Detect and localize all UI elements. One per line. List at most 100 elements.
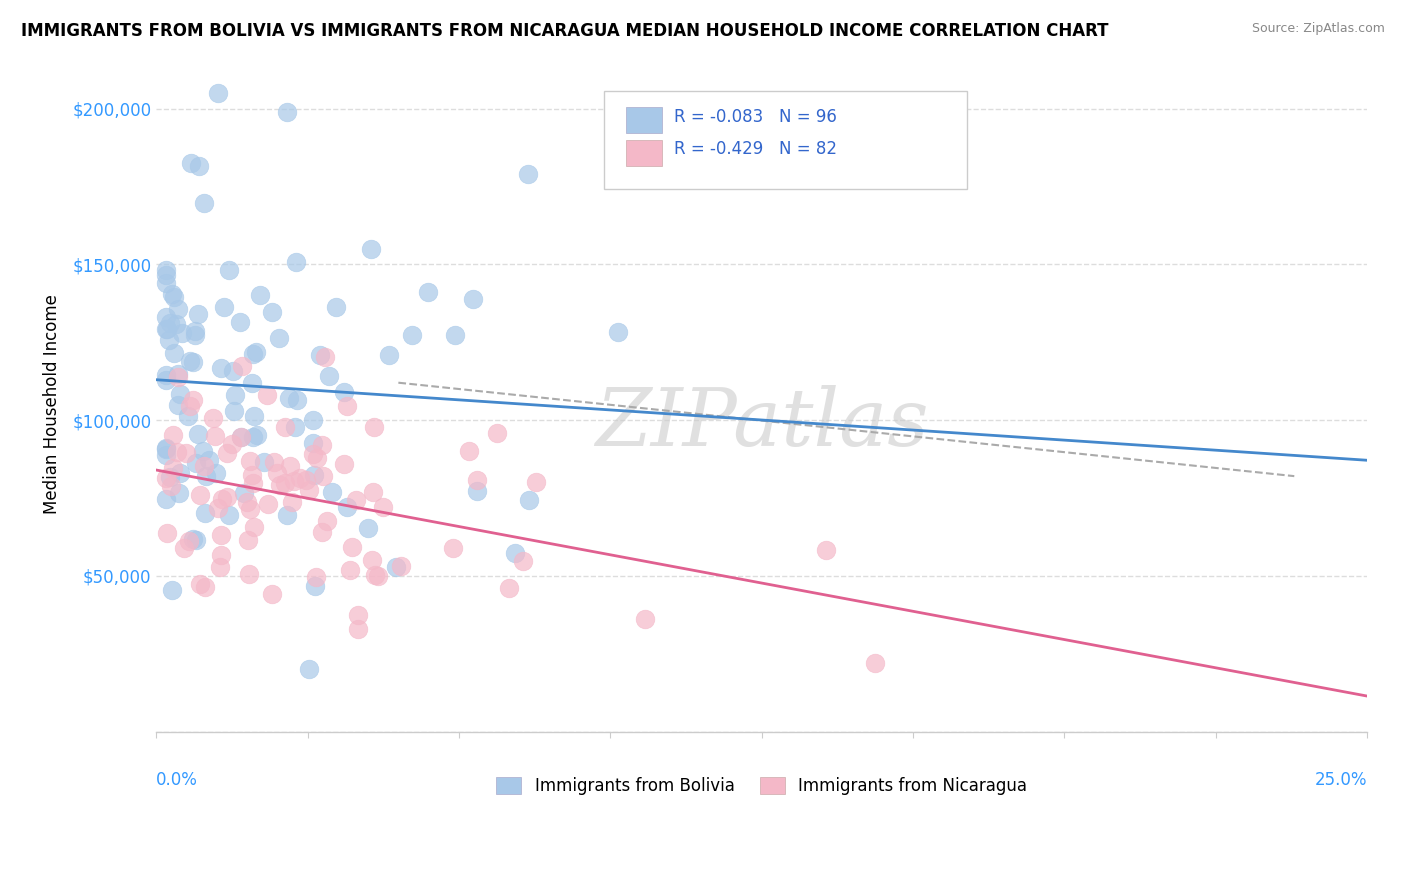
Point: [325, 300, 347, 314]
Point: [193, 196, 215, 211]
Point: [458, 444, 481, 458]
Point: [184, 533, 207, 547]
Point: [294, 473, 316, 487]
Point: [155, 276, 177, 290]
Point: [177, 534, 200, 549]
Point: [155, 448, 177, 462]
Text: 25.0%: 25.0%: [1315, 771, 1367, 789]
Point: [242, 476, 264, 491]
Point: [524, 475, 547, 490]
Point: [363, 485, 385, 500]
Point: [193, 459, 215, 474]
Point: [188, 488, 211, 502]
Point: [249, 288, 271, 302]
Point: [229, 430, 252, 444]
Point: [278, 458, 301, 473]
Point: [360, 553, 382, 567]
Point: [179, 354, 201, 368]
Point: [302, 413, 325, 427]
Point: [517, 167, 540, 181]
Point: [364, 567, 387, 582]
Point: [311, 525, 333, 540]
Point: [505, 545, 527, 559]
Point: [416, 285, 439, 299]
Point: [155, 442, 177, 456]
Point: [184, 328, 207, 343]
Point: [441, 541, 464, 555]
Point: [301, 447, 323, 461]
Point: [243, 519, 266, 533]
Point: [519, 493, 541, 508]
Point: [155, 268, 177, 282]
Point: [335, 500, 357, 514]
FancyBboxPatch shape: [626, 107, 662, 133]
Point: [257, 497, 280, 511]
Point: [159, 316, 181, 330]
Point: [269, 478, 291, 492]
Point: [167, 370, 190, 384]
Point: [229, 430, 252, 444]
Point: [260, 587, 283, 601]
Point: [207, 501, 229, 516]
Point: [181, 354, 204, 368]
Point: [209, 361, 232, 376]
Point: [162, 460, 184, 475]
Point: [165, 318, 187, 332]
Point: [155, 368, 177, 382]
Point: [360, 242, 382, 256]
Point: [242, 346, 264, 360]
Point: [333, 384, 356, 399]
Point: [181, 392, 204, 407]
Text: ZIPatlas: ZIPatlas: [595, 385, 928, 463]
Point: [246, 428, 269, 442]
Point: [193, 444, 215, 458]
Point: [156, 525, 179, 540]
Point: [208, 560, 231, 574]
Point: [607, 325, 630, 339]
Point: [305, 569, 328, 583]
Point: [344, 493, 367, 508]
Point: [166, 444, 188, 458]
Legend: Immigrants from Bolivia, Immigrants from Nicaragua: Immigrants from Bolivia, Immigrants from…: [489, 770, 1033, 802]
Point: [207, 86, 229, 100]
Point: [498, 581, 520, 595]
Point: [236, 533, 259, 547]
Point: [461, 292, 484, 306]
Point: [339, 563, 361, 577]
Point: [159, 470, 181, 484]
Point: [363, 420, 385, 434]
Point: [184, 324, 207, 338]
Point: [285, 393, 308, 408]
Point: [184, 456, 207, 470]
FancyBboxPatch shape: [605, 90, 967, 188]
Point: [167, 367, 190, 381]
Point: [228, 315, 250, 329]
Point: [169, 486, 191, 500]
Point: [385, 559, 408, 574]
Point: [179, 399, 201, 413]
Point: [194, 581, 217, 595]
Point: [486, 426, 509, 441]
Text: IMMIGRANTS FROM BOLIVIA VS IMMIGRANTS FROM NICARAGUA MEDIAN HOUSEHOLD INCOME COR: IMMIGRANTS FROM BOLIVIA VS IMMIGRANTS FR…: [21, 22, 1108, 40]
Point: [311, 438, 333, 452]
Point: [302, 435, 325, 450]
Point: [238, 567, 260, 582]
Point: [160, 286, 183, 301]
Point: [211, 492, 233, 507]
Point: [243, 409, 266, 423]
Point: [245, 345, 267, 359]
Point: [297, 662, 319, 676]
Point: [307, 451, 329, 466]
Point: [276, 508, 298, 522]
Point: [156, 321, 179, 335]
Point: [401, 328, 423, 343]
Point: [155, 491, 177, 506]
Point: [166, 398, 188, 412]
Point: [155, 442, 177, 457]
Point: [163, 346, 186, 360]
Point: [188, 576, 211, 591]
Point: [281, 494, 304, 508]
Point: [444, 328, 467, 343]
Point: [377, 347, 399, 361]
Point: [315, 515, 337, 529]
